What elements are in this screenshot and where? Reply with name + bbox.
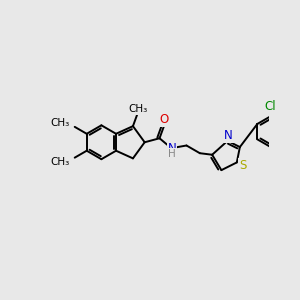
Text: H: H: [168, 149, 176, 159]
Text: N: N: [224, 129, 233, 142]
Text: CH₃: CH₃: [129, 104, 148, 114]
Text: S: S: [239, 159, 247, 172]
Text: CH₃: CH₃: [50, 157, 69, 166]
Text: Cl: Cl: [265, 100, 277, 113]
Text: O: O: [160, 113, 169, 126]
Text: CH₃: CH₃: [50, 118, 69, 128]
Text: N: N: [168, 142, 176, 155]
